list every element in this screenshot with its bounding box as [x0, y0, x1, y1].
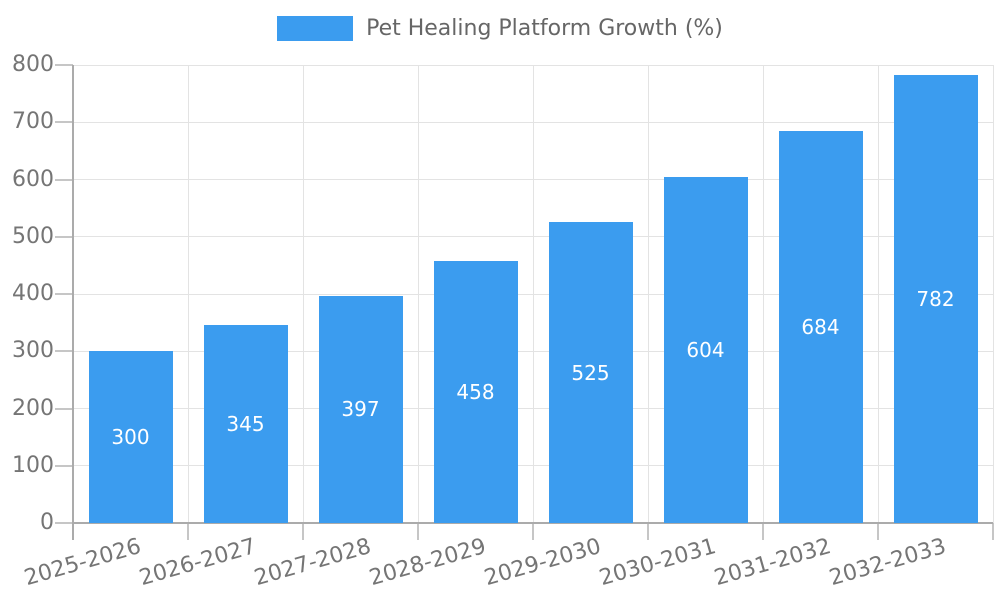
- bar[interactable]: [548, 222, 633, 523]
- y-axis-label: 700: [12, 109, 54, 135]
- bar[interactable]: [663, 177, 748, 523]
- x-axis-label: 2026-2027: [136, 534, 259, 592]
- bar-value-label: 684: [801, 315, 840, 340]
- x-axis-tick: [302, 523, 304, 540]
- y-axis-tick: [55, 293, 73, 295]
- x-gridline: [302, 65, 304, 523]
- y-axis-label: 0: [40, 510, 54, 535]
- bar-value-label: 458: [456, 379, 495, 404]
- y-axis-label: 100: [12, 452, 54, 478]
- x-gridline: [762, 65, 764, 523]
- x-axis-tick: [762, 523, 764, 540]
- bar-value-label: 604: [686, 338, 725, 363]
- x-gridline: [877, 65, 879, 523]
- y-axis-tick: [55, 522, 73, 524]
- x-axis-tick: [532, 523, 534, 540]
- y-axis-tick: [55, 350, 73, 353]
- y-axis-label: 600: [12, 166, 54, 192]
- y-axis-label: 400: [12, 281, 54, 306]
- x-axis-label: 2030-2031: [596, 534, 719, 592]
- x-gridline: [187, 65, 189, 523]
- x-axis-label: 2029-2030: [481, 534, 604, 592]
- bar[interactable]: [88, 351, 173, 523]
- x-gridline: [647, 65, 649, 523]
- x-axis-label: 2032-2033: [826, 534, 949, 592]
- bar[interactable]: [433, 260, 518, 523]
- bar[interactable]: [203, 325, 288, 523]
- bar-value-label: 525: [571, 360, 610, 385]
- x-gridline: [532, 65, 534, 523]
- x-gridline: [417, 65, 419, 523]
- legend-label: Pet Healing Platform Growth (%): [366, 16, 723, 41]
- y-axis-tick: [55, 121, 73, 124]
- y-axis-tick: [55, 178, 73, 181]
- y-axis-label: 800: [12, 52, 54, 77]
- x-axis-line: [73, 522, 993, 524]
- x-gridline: [992, 65, 994, 523]
- x-axis-tick: [647, 523, 649, 540]
- bar[interactable]: [318, 295, 403, 523]
- x-axis-tick: [992, 523, 994, 540]
- bar-value-label: 300: [111, 425, 150, 450]
- x-axis-label: 2027-2028: [251, 534, 374, 592]
- bar[interactable]: [893, 75, 978, 523]
- x-axis-tick: [417, 523, 419, 540]
- bar-value-label: 782: [916, 287, 955, 312]
- y-axis-label: 300: [12, 338, 54, 364]
- y-axis-label: 500: [12, 223, 54, 249]
- y-axis-tick: [55, 407, 73, 410]
- y-axis-line: [72, 65, 74, 540]
- y-axis-tick: [55, 464, 73, 467]
- legend-swatch[interactable]: [277, 16, 354, 41]
- x-axis-tick: [187, 523, 189, 540]
- y-axis-tick: [55, 235, 73, 238]
- bar-value-label: 345: [226, 412, 265, 437]
- y-axis-tick: [55, 64, 73, 66]
- legend[interactable]: Pet Healing Platform Growth (%): [0, 16, 1000, 41]
- bar-value-label: 397: [341, 397, 380, 422]
- x-axis-label: 2031-2032: [711, 534, 834, 592]
- y-axis-label: 200: [12, 395, 54, 421]
- bar[interactable]: [778, 131, 863, 523]
- x-axis-tick: [877, 523, 879, 540]
- x-axis-label: 2025-2026: [21, 534, 144, 592]
- x-axis-label: 2028-2029: [366, 534, 489, 592]
